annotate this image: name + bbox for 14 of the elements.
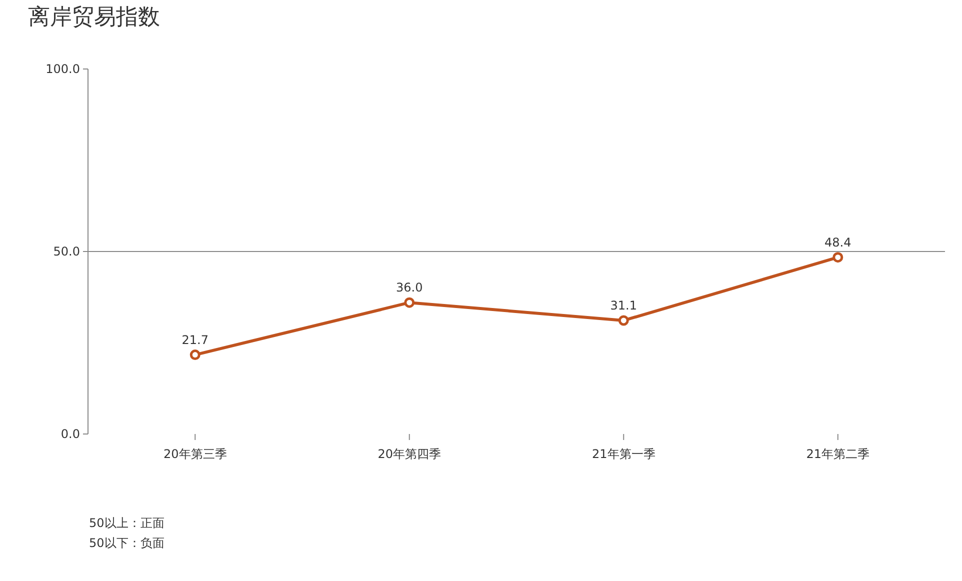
x-tick-label: 20年第三季 [163, 447, 227, 461]
x-tick-label: 21年第一季 [592, 447, 656, 461]
x-tick-label: 21年第二季 [806, 447, 870, 461]
chart-title: 离岸贸易指数 [28, 5, 160, 30]
y-tick-label: 50.0 [53, 244, 80, 259]
data-label: 31.1 [610, 298, 637, 312]
y-tick-label: 100.0 [46, 62, 80, 76]
text: 50以下：负面 [89, 536, 164, 550]
y-tick-label: 0.0 [60, 427, 80, 442]
data-label: 48.4 [824, 235, 852, 250]
x-tick-label: 20年第四季 [378, 447, 442, 461]
text: 50以上：正面 [89, 516, 164, 530]
data-label: 21.7 [182, 332, 208, 347]
data-label: 36.0 [396, 280, 423, 295]
